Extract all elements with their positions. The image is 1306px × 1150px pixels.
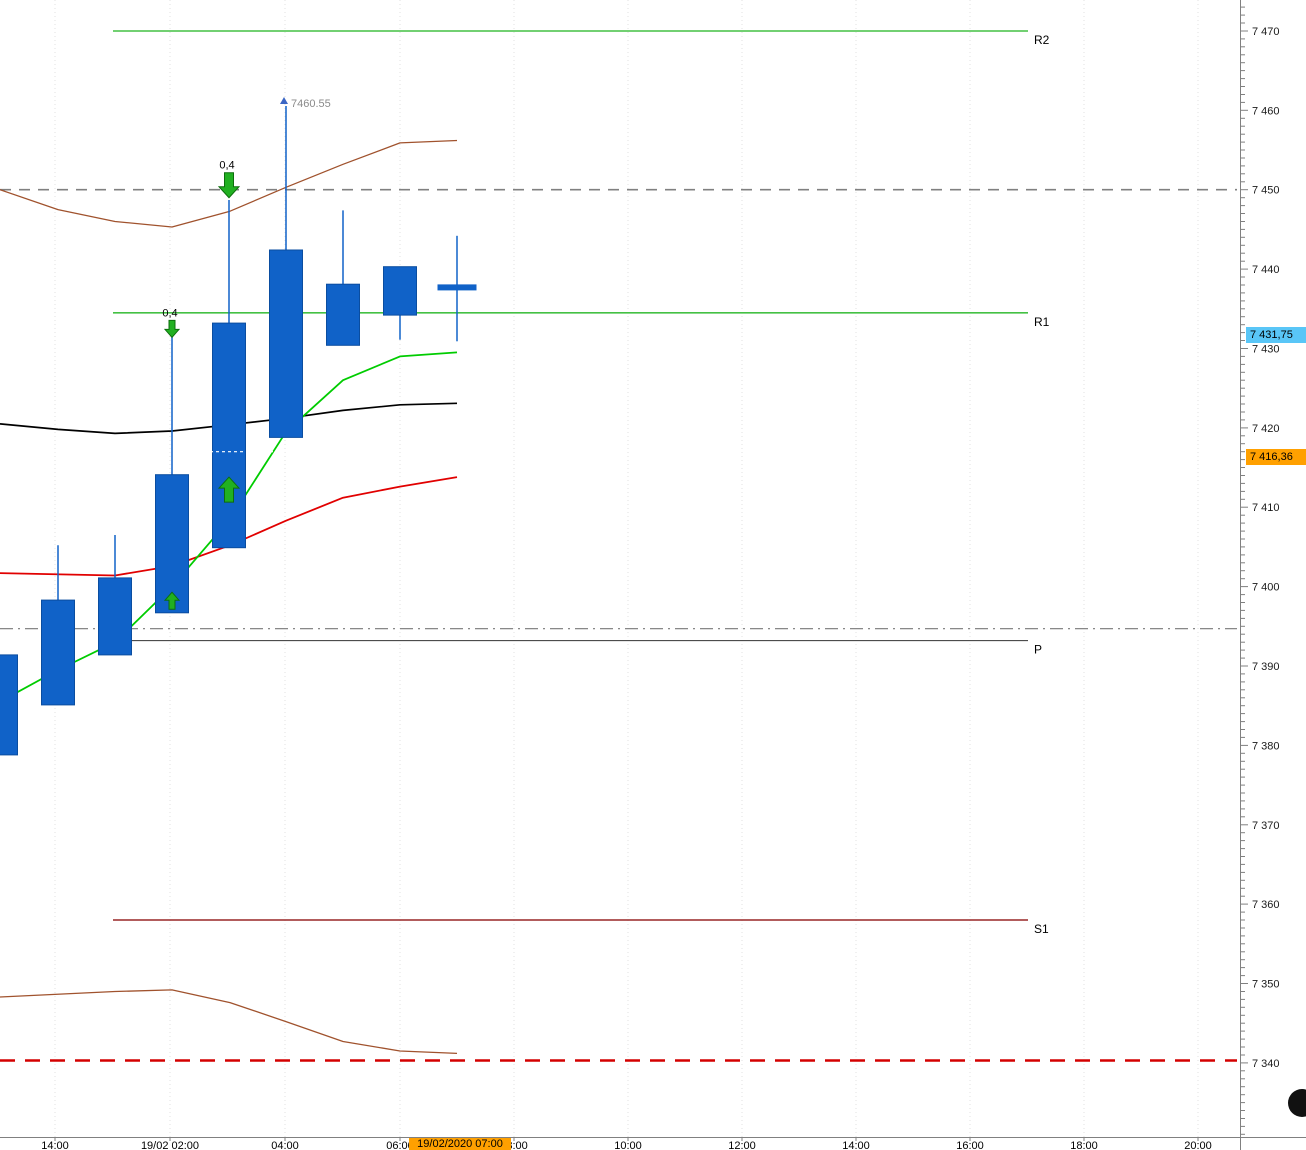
time-tick-label: 12:00 xyxy=(728,1140,756,1150)
price-tick-label: 7 460 xyxy=(1252,105,1280,117)
price-tick-label: 7 470 xyxy=(1252,26,1280,38)
candle-body xyxy=(155,474,189,614)
price-tick-label: 7 420 xyxy=(1252,423,1280,435)
price-tick-label: 7 410 xyxy=(1252,502,1280,514)
candle-body xyxy=(212,322,246,549)
high-marker-icon xyxy=(280,97,288,104)
price-tick-label: 7 380 xyxy=(1252,740,1280,752)
price-tick-label: 7 400 xyxy=(1252,582,1280,594)
candle-body xyxy=(0,654,18,756)
time-tick-label: 16:00 xyxy=(956,1140,984,1150)
pivot-label-r1: R1 xyxy=(1034,315,1050,329)
reference-price-label: 7 416,36 xyxy=(1246,448,1306,465)
candle-body xyxy=(383,266,417,316)
time-tick-label: 06:00 xyxy=(386,1140,414,1150)
time-tick-label: 14:00 xyxy=(41,1140,69,1150)
price-tick-label: 7 390 xyxy=(1252,661,1280,673)
time-tick-label: 20:00 xyxy=(1184,1140,1212,1150)
signal-arrow-down-icon xyxy=(163,319,181,339)
price-axis-background[interactable] xyxy=(1240,0,1306,1150)
band-upper-line xyxy=(0,139,458,228)
candle-body xyxy=(269,249,303,438)
current-bar-dash xyxy=(437,284,477,291)
signal-label: 0,4 xyxy=(219,160,234,172)
price-tick-label: 7 430 xyxy=(1252,344,1280,356)
time-tick-label: 14:00 xyxy=(842,1140,870,1150)
signal-arrow-up-icon xyxy=(217,476,241,503)
band-lower-line xyxy=(0,989,458,1055)
price-tick-label: 7 440 xyxy=(1252,264,1280,276)
ma-red-line xyxy=(0,476,458,577)
candle-body xyxy=(41,599,75,706)
candle-body xyxy=(98,577,132,656)
time-tick-label: 19/02 02:00 xyxy=(141,1140,199,1150)
pivot-label-p: P xyxy=(1034,643,1042,657)
price-tick-label: 7 350 xyxy=(1252,979,1280,991)
signal-arrow-up-icon xyxy=(163,591,181,610)
signal-label: 0,4 xyxy=(162,307,177,319)
candle-body xyxy=(326,283,360,346)
price-tick-label: 7 450 xyxy=(1252,185,1280,197)
time-tick-label: 18:00 xyxy=(1070,1140,1098,1150)
time-tick-label: 08:00 xyxy=(500,1140,528,1150)
time-tick-label: 04:00 xyxy=(271,1140,299,1150)
signal-arrow-down-icon xyxy=(217,172,241,199)
high-annotation-text: 7460.55 xyxy=(291,98,331,110)
last-price-label: 7 431,75 xyxy=(1246,326,1306,343)
pivot-label-s1: S1 xyxy=(1034,922,1049,936)
time-tick-label: 10:00 xyxy=(614,1140,642,1150)
pivot-label-r2: R2 xyxy=(1034,33,1050,47)
price-tick-label: 7 360 xyxy=(1252,899,1280,911)
price-tick-label: 7 370 xyxy=(1252,820,1280,832)
watermark-logo-icon xyxy=(1288,1089,1306,1117)
current-time-label: 19/02/2020 07:00 xyxy=(409,1138,511,1150)
price-tick-label: 7 340 xyxy=(1252,1058,1280,1070)
